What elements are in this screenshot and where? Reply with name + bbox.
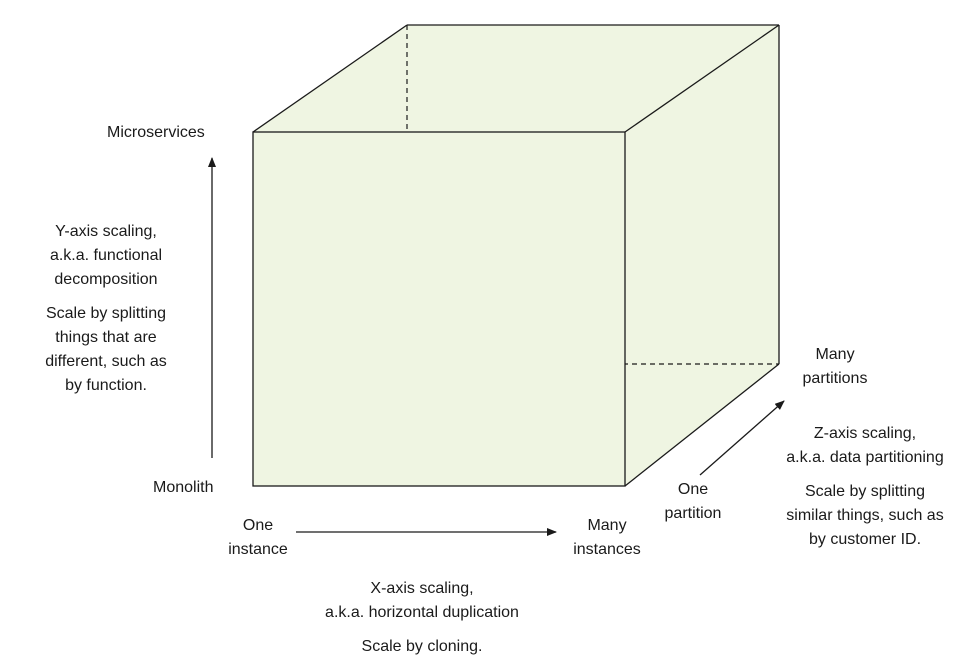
y-axis-title-line: a.k.a. functional xyxy=(49,247,163,264)
z-axis-start-label: One partition xyxy=(643,478,743,526)
x-axis-title-line: X-axis scaling, xyxy=(370,580,474,597)
cube-visible-edges xyxy=(252,24,780,487)
y-axis-caption: Y-axis scaling, a.k.a. functional decomp… xyxy=(16,220,196,398)
x-axis-start-line: One xyxy=(242,517,274,534)
cube-face-top xyxy=(253,25,779,132)
z-axis-caption: Z-axis scaling, a.k.a. data partitioning… xyxy=(760,422,970,552)
z-axis-end-label: Many partitions xyxy=(780,343,890,391)
z-axis-end-line: Many xyxy=(815,346,855,363)
y-axis-bottom-label: Monolith xyxy=(153,479,214,496)
y-axis-title-line: Y-axis scaling, xyxy=(55,223,157,240)
x-axis-end-label: Many instances xyxy=(552,514,662,562)
x-axis-start-label: One instance xyxy=(208,514,308,562)
x-axis-desc-line: Scale by cloning. xyxy=(361,638,483,655)
z-axis-arrow xyxy=(699,400,785,476)
z-axis-start-line: partition xyxy=(664,505,722,522)
z-axis-desc-line: Scale by splitting xyxy=(804,483,926,500)
x-axis-end-line: Many xyxy=(587,517,627,534)
y-axis-desc-line: things that are xyxy=(55,329,157,346)
cube-face-side xyxy=(625,25,779,486)
y-axis-desc-line: by function. xyxy=(65,377,147,394)
x-axis-end-line: instances xyxy=(573,541,641,558)
x-axis-caption: X-axis scaling, a.k.a. horizontal duplic… xyxy=(282,577,562,659)
y-axis-title-line: decomposition xyxy=(54,271,158,288)
z-axis-desc-line: similar things, such as xyxy=(786,507,944,524)
z-axis-title-line: Z-axis scaling, xyxy=(813,425,917,442)
z-axis-start-line: One xyxy=(677,481,709,498)
z-axis-desc-line: by customer ID. xyxy=(808,531,922,548)
y-axis-top-label: Microservices xyxy=(107,124,205,141)
x-axis-start-line: instance xyxy=(228,541,288,558)
x-axis-title-line: a.k.a. horizontal duplication xyxy=(325,604,519,621)
z-axis-end-line: partitions xyxy=(802,370,868,387)
z-axis-title-line: a.k.a. data partitioning xyxy=(786,449,944,466)
y-axis-desc-line: Scale by splitting xyxy=(45,305,167,322)
y-axis-desc-line: different, such as xyxy=(45,353,167,370)
